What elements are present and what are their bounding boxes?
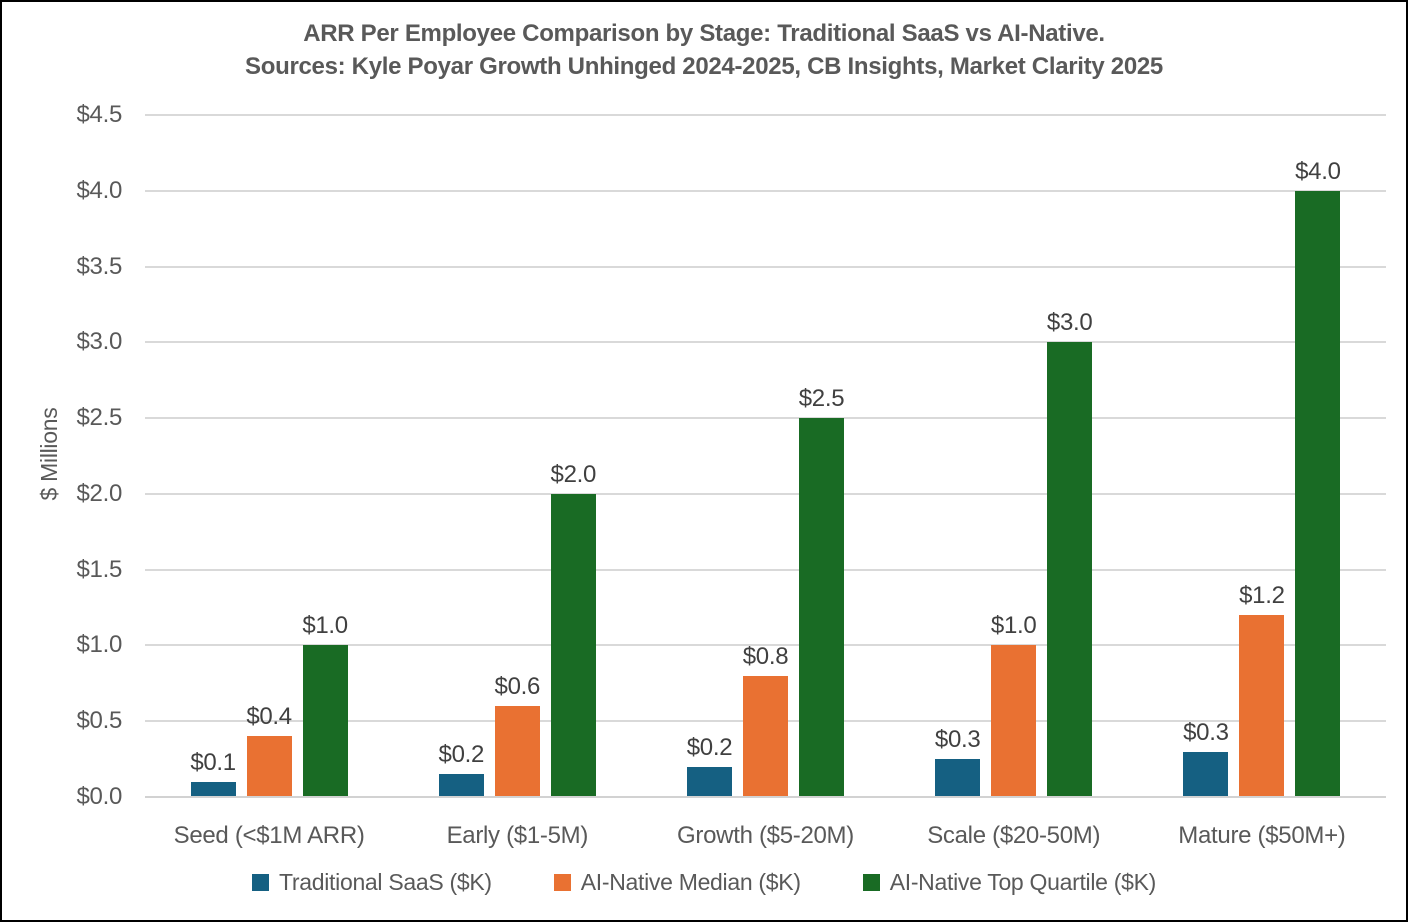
bar-value-label: $1.0 [990,612,1037,640]
x-category-label: Mature ($50M+) [1178,822,1346,849]
gridline [145,114,1386,116]
bar-ai-native-median [743,675,788,797]
y-tick-label: $1.5 [76,555,122,583]
chart-subtitle: Sources: Kyle Poyar Growth Unhinged 2024… [245,53,1163,80]
bar-value-label: $3.0 [1046,309,1093,337]
bar-value-label: $0.3 [1183,718,1229,746]
bar-traditional-saas [438,774,484,797]
y-tick-label: $0.5 [76,707,122,735]
x-category-label: Early ($1-5M) [446,822,589,849]
bar-ai-native-top-quartile [1295,190,1341,797]
y-tick-label: $0.0 [76,783,122,810]
bar-traditional-saas [1183,751,1229,797]
bar-ai-native-median [246,736,292,797]
bar-traditional-saas [190,781,236,797]
chart-title-block: ARR Per Employee Comparison by Stage: Tr… [2,17,1406,83]
legend-entry: Traditional SaaS ($K) [252,868,492,896]
y-tick-label: $2.0 [76,479,122,507]
bar-ai-native-median [991,645,1037,797]
legend-swatch [553,873,571,891]
bar-value-label: $2.0 [550,460,597,488]
gridline [145,265,1386,268]
y-tick-label: $4.0 [76,176,122,204]
gridline [145,492,1386,495]
legend-label: AI-Native Median ($K) [580,869,801,895]
gridline [145,644,1386,647]
bar-traditional-saas [687,766,732,797]
bar-value-label: $0.2 [686,733,733,761]
x-category-label: Scale ($20-50M) [927,822,1101,849]
bar-ai-native-median [494,706,540,797]
bar-value-label: $0.6 [494,673,541,701]
legend-entry: AI-Native Top Quartile ($K) [862,868,1157,896]
bar-ai-native-median [1239,615,1285,797]
bar-value-label: $4.0 [1295,157,1341,185]
bar-ai-native-top-quartile [302,645,348,797]
gridline [145,417,1386,420]
x-category-label: Growth ($5-20M) [677,822,854,849]
bar-traditional-saas [935,759,981,797]
legend: Traditional SaaS ($K) AI-Native Median ($… [2,868,1406,896]
bar-value-label: $0.4 [246,703,292,731]
chart-title: ARR Per Employee Comparison by Stage: Tr… [303,20,1105,47]
bar-ai-native-top-quartile [1047,342,1093,797]
legend-label: Traditional SaaS ($K) [279,869,492,895]
bar-value-label: $0.8 [742,642,789,670]
gridline [145,568,1386,571]
gridline [145,189,1386,192]
legend-swatch [252,873,269,891]
x-category-label: Seed (<$1M ARR) [173,822,365,849]
gridline [145,341,1386,344]
bar-value-label: $2.5 [798,385,845,413]
legend-swatch [862,873,880,891]
x-axis-line [145,796,1386,798]
bar-value-label: $0.1 [190,748,236,776]
bar-value-label: $0.3 [934,726,981,754]
legend-entry: AI-Native Median ($K) [553,868,801,896]
bar-value-label: $1.2 [1239,582,1285,610]
y-tick-label: $4.5 [76,101,122,128]
y-tick-label: $1.0 [76,631,122,659]
y-tick-label: $3.0 [76,328,122,356]
y-tick-label: $3.5 [76,252,122,280]
legend-label: AI-Native Top Quartile ($K) [889,869,1157,895]
bar-ai-native-top-quartile [550,493,596,797]
y-tick-label: $2.5 [76,404,122,432]
bar-value-label: $0.2 [438,741,485,769]
bar-value-label: $1.0 [302,612,348,640]
bar-ai-native-top-quartile [799,418,844,797]
